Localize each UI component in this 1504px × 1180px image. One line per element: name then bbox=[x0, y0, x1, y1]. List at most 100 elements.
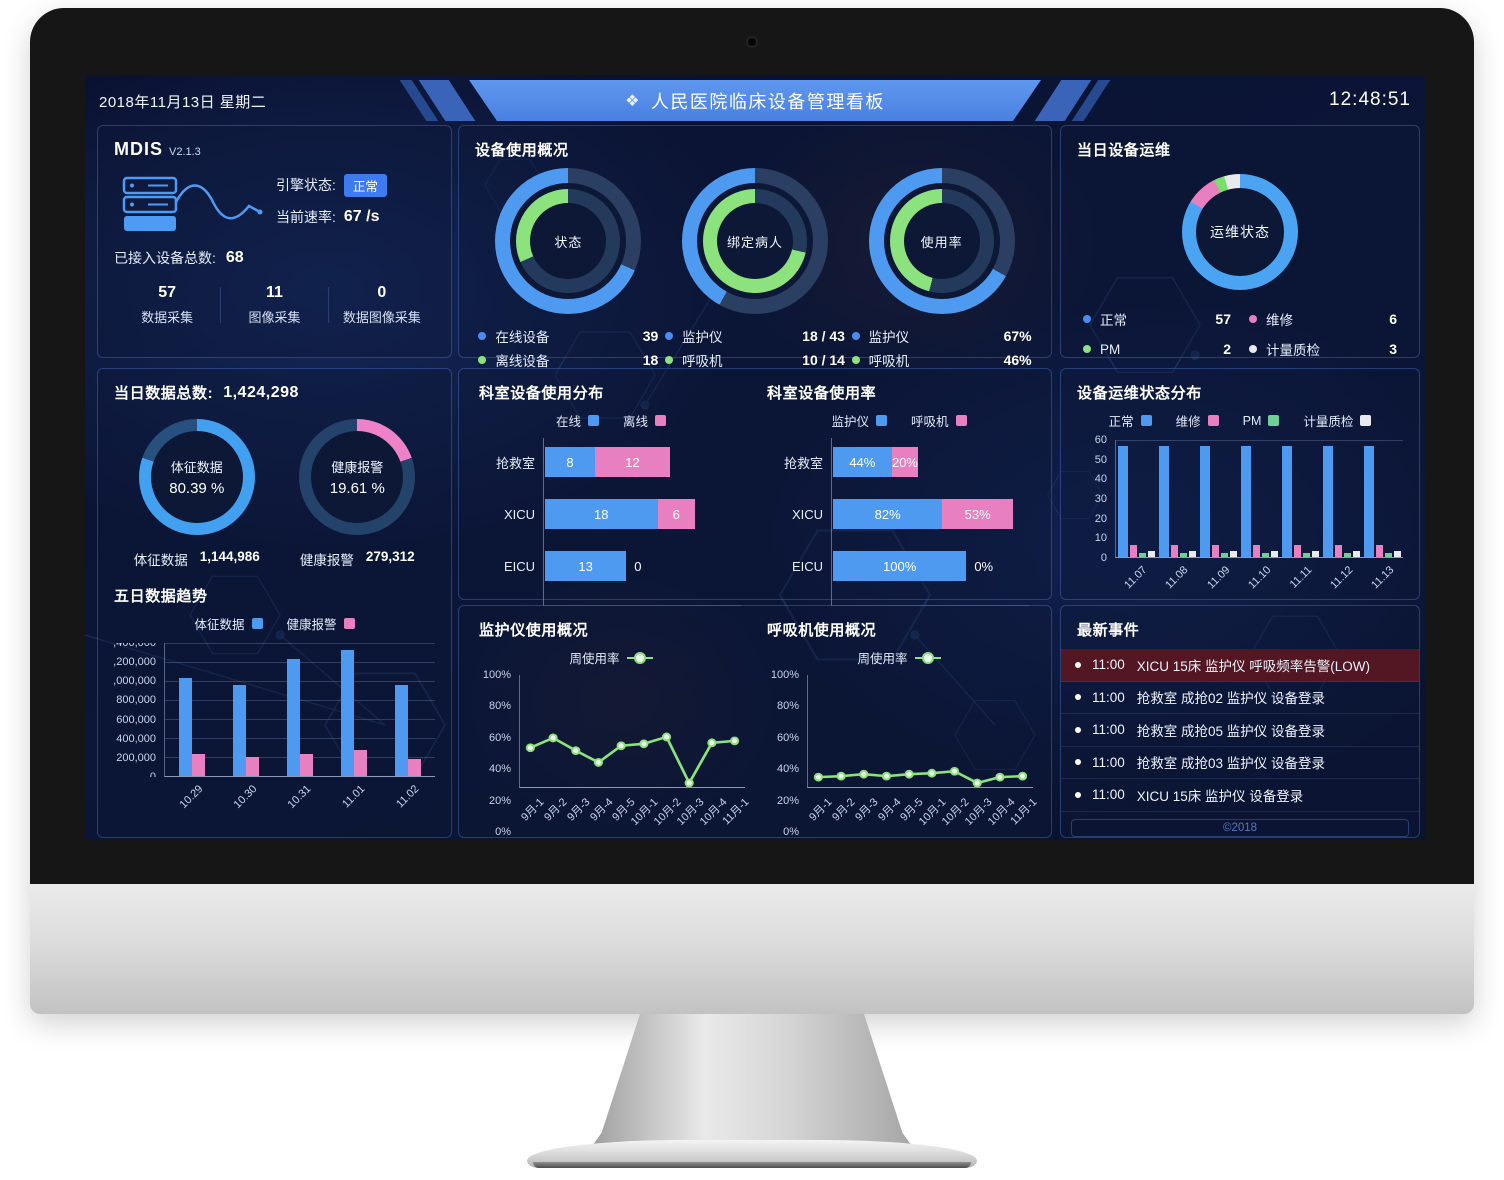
copyright-label: ©2018 bbox=[1071, 818, 1409, 837]
legend-item-ventilator[interactable]: 呼吸机 10 / 14 bbox=[664, 348, 845, 372]
legend-dot bbox=[664, 332, 673, 340]
legend-item-repair[interactable]: 维修 bbox=[1176, 411, 1219, 430]
bullet-icon bbox=[1075, 661, 1081, 668]
legend-line-marker bbox=[914, 656, 941, 659]
five-day-trend-title: 五日数据趋势 bbox=[114, 588, 208, 605]
panel-title: 设备使用概况 bbox=[475, 142, 569, 159]
panel-latest-events: 最新事件 11:00 XICU 15床 监护仪 呼吸频率告警(LOW) 11:0… bbox=[1060, 605, 1420, 838]
engine-status-badge: 正常 bbox=[343, 173, 387, 197]
panel-maintenance-distribution: 设备运维状态分布 正常 维修 PM 计量质检 60 50 40 30 20 10 0 11 bbox=[1060, 368, 1420, 600]
maintenance-bar-chart: 60 50 40 30 20 10 0 11.07 11.08 11.09 11.10 11.11 11… bbox=[1077, 434, 1403, 596]
stat-data-collect: 57 数据采集 bbox=[141, 284, 194, 325]
monitor-chin bbox=[30, 884, 1474, 1014]
device-total-value: 68 bbox=[225, 249, 244, 266]
panel-title: 科室设备使用率 bbox=[767, 385, 877, 402]
title-banner: ❖ 人民医院临床设备管理看板 bbox=[399, 80, 1111, 121]
legend-item-offline[interactable]: 离线 bbox=[623, 411, 667, 430]
panel-daily-data: 当日数据总数: 1,424,298 体征数据 80.39 % 体征数据 bbox=[97, 368, 452, 838]
vitals-donut: 体征数据 80.39 % 体征数据 1,144,986 bbox=[134, 419, 260, 569]
legend-line-marker bbox=[626, 656, 653, 659]
dashboard-logo-icon: ❖ bbox=[625, 92, 641, 110]
legend-item-monitor[interactable]: 监护仪 67% bbox=[851, 324, 1032, 348]
bullet-icon bbox=[1075, 759, 1081, 766]
event-row[interactable]: 11:00 抢救室 成抢03 监护仪 设备登录 bbox=[1061, 747, 1419, 779]
ventilator-usage-section: 呼吸机使用概况 周使用率 100% 80% 60% 40% 20% 0% 9月-1 9月-2 9… bbox=[755, 619, 1043, 838]
event-row[interactable]: 11:00 抢救室 成抢02 监护仪 设备登录 bbox=[1061, 682, 1419, 714]
legend-swatch bbox=[1268, 415, 1280, 426]
page-title: 人民医院临床设备管理看板 bbox=[650, 91, 885, 112]
legend-swatch bbox=[876, 415, 887, 426]
legend-item-alarm[interactable]: 健康报警 bbox=[287, 614, 355, 633]
banner-plate: ❖ 人民医院临床设备管理看板 bbox=[469, 80, 1041, 121]
legend-swatch bbox=[655, 415, 667, 426]
legend-swatch bbox=[1207, 415, 1219, 426]
legend-dot bbox=[851, 332, 860, 340]
daily-total-label: 当日数据总数: bbox=[114, 385, 214, 402]
rate-value: 67 /s bbox=[343, 207, 380, 225]
legend-item-metrology[interactable]: 计量质检 bbox=[1303, 411, 1372, 430]
divider bbox=[327, 287, 329, 323]
mdis-version: V2.1.3 bbox=[169, 146, 201, 158]
legend-item-weekly-usage[interactable]: 周使用率 bbox=[569, 648, 653, 667]
event-row-alert[interactable]: 11:00 XICU 15床 监护仪 呼吸频率告警(LOW) bbox=[1061, 649, 1419, 682]
clock-label: 12:48:51 bbox=[1329, 89, 1411, 110]
mdis-title: MDIS bbox=[114, 139, 163, 159]
monitor-usage-section: 监护仪使用概况 周使用率 100% 80% 60% 40% 20% 0% 9月-1 9月-2 9… bbox=[467, 619, 755, 838]
legend-item-ventilator[interactable]: 呼吸机 46% bbox=[851, 348, 1032, 372]
legend-item-vitals[interactable]: 体征数据 bbox=[194, 614, 263, 633]
engine-status-label: 引擎状态: bbox=[276, 177, 336, 193]
vitals-donut-chart: 体征数据 80.39 % bbox=[138, 419, 255, 535]
legend-item-online[interactable]: 在线设备 39 bbox=[478, 324, 658, 348]
mdis-stats: 57 数据采集 11 图像采集 0 数据图像采集 bbox=[114, 284, 435, 326]
dept-usage-chart: 抢救室 44% 20% XICU 82% 53% EICU 100% 0% bbox=[765, 436, 1033, 606]
monitor-stand-base bbox=[527, 1140, 977, 1168]
panel-title: 科室设备使用分布 bbox=[479, 385, 604, 402]
hexagon-pattern bbox=[85, 158, 1341, 778]
legend-item-monitor[interactable]: 监护仪 18 / 43 bbox=[664, 324, 845, 348]
donut-usage-rate: 使用率 监护仪 67% 呼吸机 46% bbox=[849, 168, 1034, 372]
dept-distribution-section: 科室设备使用分布 在线 离线 抢救室 8 12 XICU 18 6 EICU 13 0 bbox=[467, 382, 755, 606]
dept-usage-section: 科室设备使用率 监护仪 呼吸机 抢救室 44% 20% XICU 82% 53% EICU 1… bbox=[755, 382, 1043, 606]
legend-dot bbox=[851, 356, 860, 364]
legend-swatch bbox=[955, 415, 967, 426]
donut-status: 状态 在线设备 39 离线设备 18 bbox=[476, 168, 661, 372]
rate-label: 当前速率: bbox=[276, 208, 336, 225]
bullet-icon bbox=[1075, 726, 1081, 733]
device-total-label: 已接入设备总数: bbox=[114, 250, 216, 266]
legend-item-weekly-usage[interactable]: 周使用率 bbox=[857, 648, 941, 667]
panel-usage-overview: 设备使用概况 状态 在线设备 39 bbox=[458, 125, 1052, 369]
legend-dot bbox=[1083, 315, 1091, 323]
alarm-donut-chart: 健康报警 19.61 % bbox=[299, 419, 416, 535]
legend-swatch bbox=[251, 618, 263, 629]
legend-item-normal[interactable]: 正常 57 bbox=[1083, 306, 1231, 332]
donut-bound-patient: 绑定病人 监护仪 18 / 43 呼吸机 10 / 14 bbox=[662, 168, 847, 372]
legend-item-metrology[interactable]: 计量质检 3 bbox=[1249, 336, 1397, 362]
legend-item-repair[interactable]: 维修 6 bbox=[1249, 306, 1397, 332]
stat-data-image-collect: 0 数据图像采集 bbox=[342, 284, 421, 325]
legend-item-ventilator[interactable]: 呼吸机 bbox=[911, 411, 967, 430]
camera-dot bbox=[748, 38, 756, 46]
legend-dot bbox=[1249, 345, 1257, 353]
date-label: 2018年11月13日 星期二 bbox=[99, 94, 267, 111]
event-row[interactable]: 11:00 抢救室 成抢05 监护仪 设备登录 bbox=[1061, 714, 1419, 747]
legend-item-normal[interactable]: 正常 bbox=[1109, 411, 1152, 430]
divider bbox=[220, 287, 222, 323]
legend-item-pm[interactable]: PM 2 bbox=[1083, 336, 1231, 362]
bound-patient-donut-chart: 绑定病人 bbox=[681, 168, 828, 314]
monitor-frame: 2018年11月13日 星期二 ❖ 人民医院临床设备管理看板 12:48:51 … bbox=[30, 8, 1474, 1014]
legend-swatch bbox=[588, 415, 599, 426]
panel-mdis: MDIS V2.1.3 bbox=[97, 125, 452, 358]
legend-swatch bbox=[343, 618, 355, 629]
five-day-bar-chart: 1,400,0001,200,0001,000,000800,000600,00… bbox=[114, 643, 435, 815]
legend-item-pm[interactable]: PM bbox=[1243, 414, 1280, 428]
event-row[interactable]: 11:00 XICU 15床 监护仪 设备登录 bbox=[1061, 779, 1419, 812]
legend-item-online[interactable]: 在线 bbox=[556, 411, 599, 430]
legend-item-monitor[interactable]: 监护仪 bbox=[831, 411, 887, 430]
legend-item-offline[interactable]: 离线设备 18 bbox=[478, 348, 658, 372]
status-donut-chart: 状态 bbox=[495, 168, 642, 314]
monitor-usage-line-chart: 100% 80% 60% 40% 20% 0% 9月-1 9月-2 9月-3 9月-4 9月-5 10… bbox=[482, 669, 752, 838]
maintenance-donut-chart: 运维状态 bbox=[1182, 174, 1298, 290]
server-icon bbox=[122, 176, 263, 231]
panel-title: 最新事件 bbox=[1077, 622, 1140, 639]
panel-title: 设备运维状态分布 bbox=[1077, 385, 1202, 402]
